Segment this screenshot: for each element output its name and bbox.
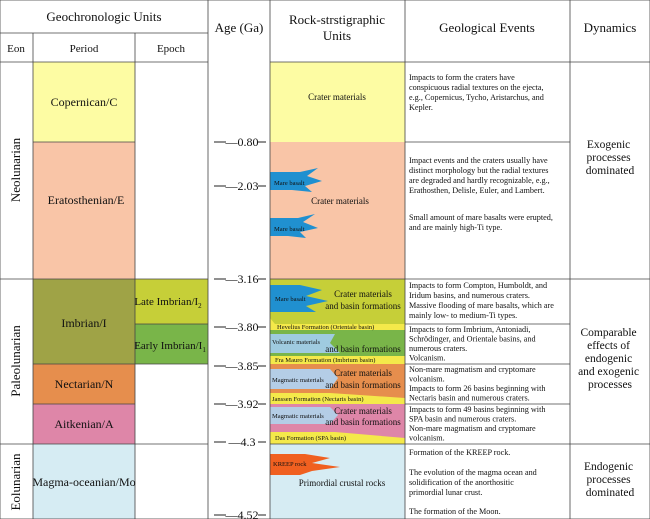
rock-primordial-crustal: Primordial crustal rocks [299,478,386,488]
nectarian-cell [33,364,135,404]
fra-mauro-band [270,356,405,364]
eon-eolunarian: Eolunarian [8,453,23,511]
header-dynamics: Dynamics [584,20,637,35]
rock-crater-materials-1: Crater materials [308,92,366,102]
header-eon: Eon [7,43,25,55]
hevelius-band [270,318,405,330]
event-texts: Impacts to form the craters have conspic… [409,73,556,516]
event-copernican: Impacts to form the craters have conspic… [409,73,546,112]
rock-kreep: KREEP rock [273,461,307,468]
period-aitkenian: Aitkenian/A [54,417,114,431]
magmatic-band-2 [270,407,338,424]
age-label: —3.92 [225,397,259,411]
age-label: —4.3 [228,435,256,449]
epoch-labels: Late Imbrian/I2 Early Imbrian/I1 [134,296,206,354]
event-magma-3: The formation of the Moon. [409,507,501,516]
rock-magmatic-materials-1: Magmatic materials [272,377,324,384]
age-label: —3.85 [225,359,259,373]
rock-copernican [270,62,405,142]
das-band [270,432,405,444]
magma-oceanian-cell [33,444,135,519]
event-aitkenian: Impacts to form 49 basins beginning with… [409,405,548,443]
rock-crater-basin-4-line2: and basin formations [325,417,401,427]
rock-magmatic-materials-2: Magmatic materials [272,413,324,420]
age-label: —3.80 [225,320,259,334]
rock-crater-basin-3-line1: Crater materials [334,368,392,378]
rock-das-formation: Das Formation (SPA basin) [275,435,346,442]
formation-bands [270,318,405,444]
dynamics-neolunarian: Exogenic processes dominated [586,139,635,177]
early-imbrian-cell [135,324,208,364]
eon-neolunarian: Neolunarian [8,137,23,202]
header-rock-units-line1: Rock-strstigraphic [289,12,385,27]
rock-crater-basin-1-line2: and basin formations [325,301,401,311]
event-magma-2: The evolution of the magma ocean and sol… [409,468,539,497]
mare-basalt-shape-2 [270,214,318,238]
late-imbrian-cell [135,279,208,324]
header-age: Age (Ga) [215,20,264,35]
event-nectarian: Non-mare magmatism and cryptomare volcan… [409,365,548,403]
janssen-band [270,393,405,404]
period-copernican: Copernican/C [51,95,118,109]
header-rock-units-line2: Units [323,28,351,43]
mare-basalt-shape-1 [270,168,322,192]
dynamics-eolunarian: Endogenic processes dominated [584,461,636,499]
event-eratosthenian-1: Impact events and the craters usually ha… [409,156,552,195]
eon-paleolunarian: Paleolunarian [8,325,23,397]
rock-crater-materials-2: Crater materials [311,196,369,206]
rock-fra-mauro-formation: Fra Mauro Formation (Imbrium basin) [275,357,375,364]
period-eratosthenian: Eratosthenian/E [48,193,125,207]
event-early-imbrian: Impacts to form Imbrium, Antoniadi, Schr… [409,325,538,363]
epoch-late-imbrian: Late Imbrian/I2 [134,296,202,310]
period-magma-oceanian: Magma-oceanian/Mo [32,475,135,489]
age-label: —2.03 [225,179,259,193]
header-geochronologic-units: Geochronologic Units [46,9,161,24]
eon-labels: Neolunarian Paleolunarian Eolunarian [8,137,23,510]
rock-mare-basalt-3: Mare basalt [275,296,306,303]
eratosthenian-cell [33,142,135,279]
age-ticks [214,141,266,516]
aitkenian-cell [33,404,135,444]
copernican-cell [33,62,135,142]
period-labels: Copernican/C Eratosthenian/E Imbrian/I N… [32,95,135,489]
mare-basalt-shapes [270,168,340,475]
rock-bands [270,334,340,424]
mare-basalt-shape-3 [270,285,328,312]
period-cells [33,62,208,519]
header-epoch: Epoch [157,43,186,55]
rock-unit-labels: Crater materials Mare basalt Crater mate… [272,92,401,488]
volcanic-band [270,334,340,353]
age-label: —0.80 [225,135,259,149]
age-labels: —0.80 —2.03 —3.16 —3.80 —3.85 —3.92 —4.3… [225,135,259,519]
header-events: Geological Events [439,20,535,35]
rock-eratosthenian [270,142,405,279]
headers: Geochronologic Units Eon Period Epoch Ag… [7,9,636,55]
rock-crater-basin-1-line1: Crater materials [334,289,392,299]
header-period: Period [70,43,99,55]
dynamics-texts: Exogenic processes dominated Comparable … [578,139,642,499]
epoch-early-imbrian: Early Imbrian/I1 [134,340,206,354]
dynamics-paleolunarian: Comparable effects of endogenic and exog… [578,327,642,391]
event-eratosthenian-2: Small amount of mare basalts were erupte… [409,213,555,232]
magmatic-band-1 [270,369,338,389]
period-imbrian: Imbrian/I [61,316,106,330]
rock-mare-basalt-1: Mare basalt [274,180,305,187]
kreep-shape [270,454,340,475]
event-late-imbrian: Impacts to form Compton, Humboldt, and I… [409,281,556,320]
event-magma-1: Formation of the KREEP rock. [409,448,510,457]
rock-crater-basin-4-line1: Crater materials [334,406,392,416]
rock-janssen-formation: Janssen Formation (Nectaris basin) [272,396,364,403]
rock-volcanic-materials: Volcanic materials [272,339,321,346]
age-label: —3.16 [225,272,259,286]
age-label: —4.52 [225,508,259,519]
rock-crater-basin-2: and basin formations [325,344,401,354]
rock-hevelius-formation: Hevelius Formation (Orientale basin) [277,324,374,331]
imbrian-cell [33,279,135,364]
rock-mare-basalt-2: Mare basalt [274,226,305,233]
period-nectarian: Nectarian/N [55,377,114,391]
rock-crater-basin-3-line2: and basin formations [325,380,401,390]
